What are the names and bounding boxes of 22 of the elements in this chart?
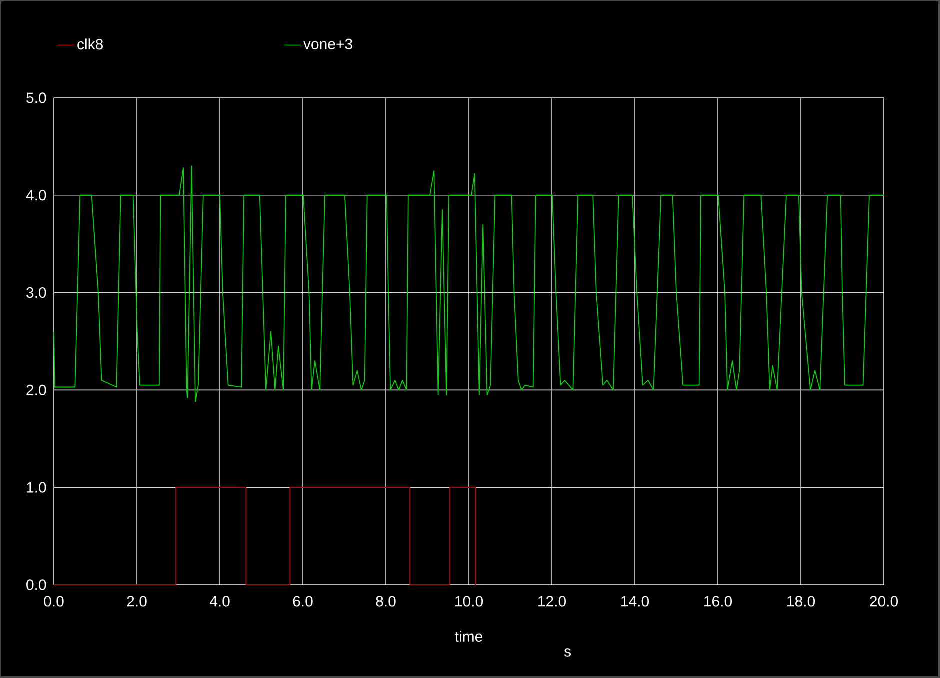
y-tick-label: 1.0 — [27, 482, 46, 493]
x-tick-label: 16.0 — [704, 596, 732, 607]
x-tick-label: 0.0 — [44, 596, 64, 607]
legend-label: vone+3 — [304, 38, 352, 50]
x-tick-label: 6.0 — [293, 596, 313, 607]
x-tick-label: 20.0 — [870, 596, 898, 607]
y-tick-label: 2.0 — [26, 384, 46, 396]
x-tick-label: 4.0 — [210, 596, 230, 607]
y-tick-label: 0.0 — [26, 580, 46, 590]
y-tick-label: 3.0 — [26, 287, 46, 298]
x-tick-label: 8.0 — [376, 596, 396, 607]
x-tick-label: 18.0 — [788, 596, 816, 607]
x-tick-label: 12.0 — [538, 596, 566, 607]
text: s — [564, 648, 571, 657]
y-tick-label: 5.0 — [26, 92, 46, 104]
legend-label: clk8 — [78, 38, 104, 50]
x-tick-label: 2.0 — [127, 596, 147, 607]
x-tick-label: 10.0 — [456, 596, 484, 607]
x-axis-title: time — [455, 630, 483, 642]
line-series — [54, 166, 884, 402]
x-tick-label: 14.0 — [622, 596, 650, 607]
y-tick-label: 4.0 — [26, 190, 46, 201]
